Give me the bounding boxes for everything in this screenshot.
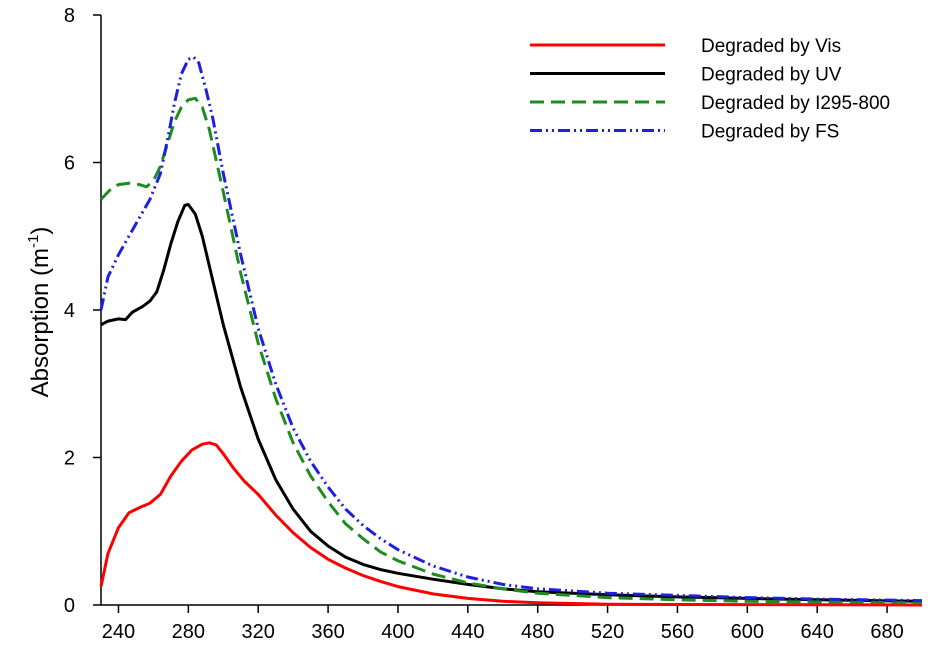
y-tick-label: 4 xyxy=(64,300,75,322)
x-tick-label: 600 xyxy=(731,621,764,643)
series-line xyxy=(100,203,923,603)
x-tick-label: 400 xyxy=(381,621,414,643)
y-tick-label: 2 xyxy=(64,448,75,470)
legend-label: Degraded by FS xyxy=(701,122,839,143)
y-axis-title-text: Absorption (m xyxy=(27,248,54,397)
series-line xyxy=(99,96,923,605)
y-tick-label: 6 xyxy=(64,153,75,175)
legend-label: Degraded by Vis xyxy=(701,36,841,57)
legend-label: Degraded by UV xyxy=(701,65,842,86)
x-tick-label: 640 xyxy=(801,621,834,643)
x-tick-label: 360 xyxy=(311,621,344,643)
series-line xyxy=(99,441,923,607)
x-tick-label: 280 xyxy=(172,621,205,643)
y-axis-title-close: ) xyxy=(27,227,54,235)
series-line xyxy=(99,55,923,603)
y-tick-label: 0 xyxy=(64,595,75,617)
x-tick-label: 680 xyxy=(870,621,903,643)
axes: 0 2 4 6 8 240 280 320 360 400 440 480 520 560 600 640 68… xyxy=(64,5,922,643)
legend: Degraded by Vis Degraded by UV Degraded by… xyxy=(530,36,890,143)
x-tick-label: 480 xyxy=(521,621,554,643)
x-tick-label: 320 xyxy=(242,621,275,643)
x-tick-label: 240 xyxy=(102,621,135,643)
legend-label: Degraded by I295-800 xyxy=(701,93,890,114)
y-tick-label: 8 xyxy=(64,5,75,27)
x-tick-label: 520 xyxy=(591,621,624,643)
x-tick-label: 440 xyxy=(451,621,484,643)
y-axis-title-superscript: -1 xyxy=(25,235,42,248)
x-tick-label: 560 xyxy=(661,621,694,643)
y-axis-title: Absorption (m-1) xyxy=(25,227,54,398)
series-lines xyxy=(99,55,923,607)
